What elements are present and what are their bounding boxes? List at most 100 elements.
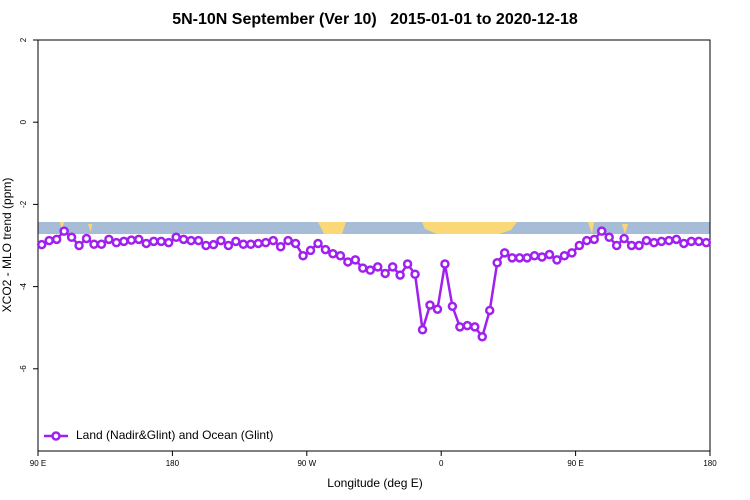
data-point xyxy=(104,234,114,245)
data-point xyxy=(537,252,547,262)
data-point xyxy=(268,235,278,246)
data-point xyxy=(81,233,92,244)
data-point xyxy=(664,235,674,246)
y-axis-label: XCO2 - MLO trend (ppm) xyxy=(0,178,14,313)
data-point xyxy=(395,270,405,280)
data-point xyxy=(634,240,644,251)
data-point xyxy=(298,251,308,261)
data-point xyxy=(679,238,689,249)
chart-title: 5N-10N September (Ver 10) 2015-01-01 to … xyxy=(172,11,578,28)
map-strip xyxy=(38,222,710,234)
series-line xyxy=(41,229,707,340)
data-point xyxy=(552,255,562,265)
data-point xyxy=(484,305,495,316)
data-point xyxy=(201,240,211,251)
data-point xyxy=(74,240,84,251)
data-point xyxy=(275,241,286,252)
data-point xyxy=(246,239,256,250)
data-point xyxy=(320,244,331,255)
data-point xyxy=(492,258,502,268)
data-point xyxy=(611,240,622,251)
data-point xyxy=(283,235,293,246)
data-point xyxy=(455,322,465,332)
data-point xyxy=(619,233,629,244)
data-point xyxy=(59,226,69,236)
data-point xyxy=(156,236,166,247)
data-point xyxy=(589,234,600,245)
data-point xyxy=(559,251,570,261)
data-point xyxy=(507,253,517,263)
y-tick-label: 0 xyxy=(19,119,28,124)
data-point xyxy=(372,262,383,272)
data-point xyxy=(582,235,592,246)
data-point xyxy=(89,239,99,250)
data-point xyxy=(134,234,144,245)
x-axis-label: Longitude (deg E) xyxy=(327,476,422,490)
data-point xyxy=(514,253,525,263)
data-point xyxy=(529,251,540,261)
data-point xyxy=(522,253,532,263)
data-point xyxy=(701,237,712,248)
y-tick-label: -2 xyxy=(19,200,28,208)
x-tick-label: 180 xyxy=(166,459,180,468)
data-point xyxy=(447,301,458,312)
data-point xyxy=(238,239,249,250)
data-point xyxy=(148,236,159,247)
data-point xyxy=(193,235,204,246)
data-point xyxy=(216,235,226,246)
data-point xyxy=(604,232,614,243)
data-point xyxy=(350,255,361,265)
data-point xyxy=(649,237,659,248)
data-point xyxy=(66,232,77,243)
data-point xyxy=(499,248,510,258)
data-point xyxy=(358,263,368,273)
data-point xyxy=(425,300,435,310)
y-tick-label: 2 xyxy=(19,37,28,42)
data-point xyxy=(163,237,174,248)
data-point xyxy=(470,322,480,332)
data-point xyxy=(477,331,488,342)
data-point xyxy=(119,236,129,247)
data-point xyxy=(432,304,443,314)
data-point xyxy=(567,248,577,258)
data-point xyxy=(260,237,271,248)
x-tick-label: 90 E xyxy=(30,459,46,468)
data-point xyxy=(574,240,585,251)
data-point xyxy=(641,235,652,246)
data-point xyxy=(223,240,234,251)
data-point xyxy=(186,235,196,246)
data-point xyxy=(544,249,555,260)
data-point xyxy=(671,234,682,245)
data-point xyxy=(171,232,181,243)
data-point xyxy=(313,238,323,249)
data-point xyxy=(44,235,54,246)
data-point xyxy=(178,234,189,245)
data-point xyxy=(343,257,353,267)
data-point xyxy=(96,239,107,250)
data-point xyxy=(253,238,264,249)
data-point xyxy=(126,235,137,245)
data-point xyxy=(686,236,697,247)
plot-frame xyxy=(37,39,711,452)
data-point xyxy=(290,238,301,249)
y-tick-label: -4 xyxy=(19,282,28,290)
data-point xyxy=(141,238,152,249)
data-point xyxy=(365,265,376,275)
legend-marker xyxy=(51,431,61,441)
data-point xyxy=(462,320,473,331)
data-point xyxy=(51,234,62,245)
legend-label: Land (Nadir&Glint) and Ocean (Glint) xyxy=(76,428,273,442)
data-point xyxy=(36,239,47,250)
x-tick-label: 180 xyxy=(703,459,717,468)
x-tick-label: 0 xyxy=(439,459,444,468)
x-tick-label: 90 E xyxy=(567,459,583,468)
data-point xyxy=(305,245,316,256)
data-point xyxy=(694,236,704,247)
data-point xyxy=(380,268,390,279)
data-point xyxy=(402,259,413,269)
data-point xyxy=(335,251,346,261)
x-tick-label: 90 W xyxy=(297,459,316,468)
data-point xyxy=(417,325,428,335)
data-point xyxy=(111,237,122,248)
